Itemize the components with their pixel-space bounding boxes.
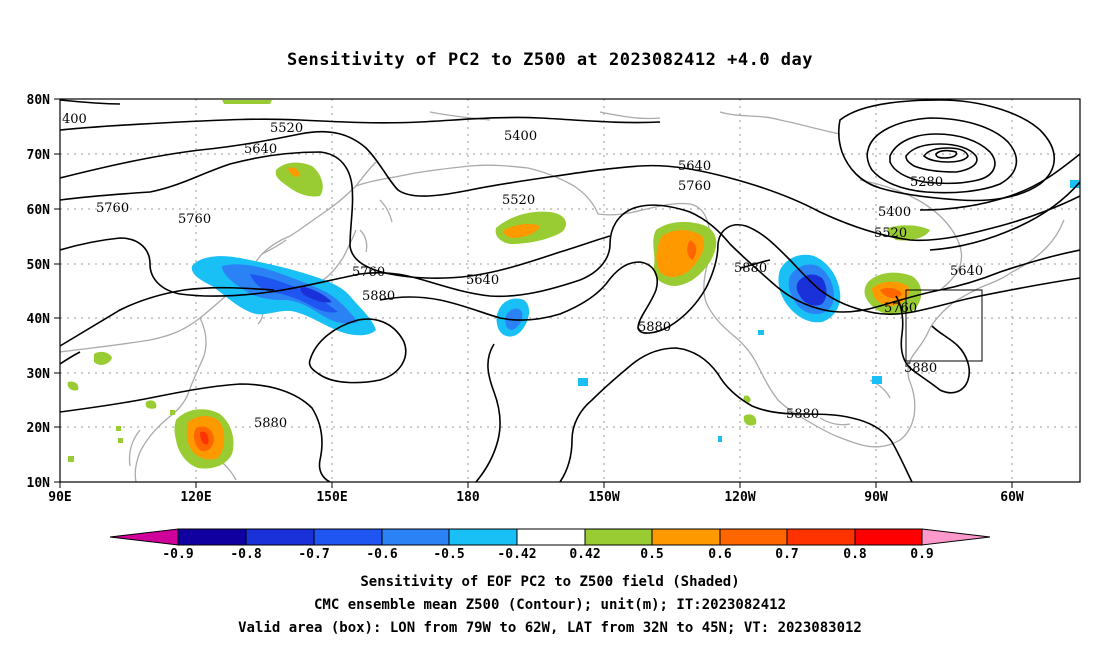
colorbar-label: 0.42	[569, 547, 600, 562]
contour-label: 5520	[270, 121, 303, 136]
lat-label: 50N	[27, 258, 51, 273]
contour-label: 5520	[502, 193, 535, 208]
lon-label: 90W	[864, 490, 888, 505]
contour-label: 5640	[244, 142, 277, 157]
colorbar: -0.9 -0.8 -0.7 -0.6 -0.5 -0.42 0.42 0.5 …	[109, 528, 991, 562]
contour-label: 5880	[734, 261, 767, 276]
lat-label: 10N	[27, 476, 51, 491]
contour-label: 5760	[352, 265, 385, 280]
z500-contours	[60, 99, 1080, 482]
lon-label: 150W	[588, 490, 619, 505]
colorbar-swatch	[381, 528, 450, 546]
lon-label: 120E	[180, 490, 211, 505]
contour-label: 5640	[950, 264, 983, 279]
contour-label: 5760	[678, 179, 711, 194]
longitude-labels: 90E 120E 150E 180 150W 120W 90W 60W	[48, 490, 1024, 505]
lon-label: 180	[456, 490, 480, 505]
colorbar-label: -0.5	[433, 547, 464, 562]
contour-label: 5880	[904, 361, 937, 376]
colorbar-label: 0.7	[775, 547, 798, 562]
colorbar-label: -0.6	[366, 547, 397, 562]
footer-line-2: CMC ensemble mean Z500 (Contour); unit(m…	[313, 597, 786, 613]
contour-label: 5400	[878, 205, 911, 220]
colorbar-swatch	[313, 528, 383, 546]
colorbar-label: -0.7	[298, 547, 329, 562]
colorbar-label: -0.42	[497, 547, 536, 562]
lat-label: 40N	[27, 312, 51, 327]
contour-label: 5760	[178, 212, 211, 227]
colorbar-label: 0.5	[640, 547, 663, 562]
colorbar-swatch	[177, 528, 247, 546]
lon-label: 90E	[48, 490, 71, 505]
lat-label: 60N	[27, 203, 51, 218]
colorbar-swatch	[516, 528, 586, 546]
contour-label: 5880	[638, 320, 671, 335]
axis-ticks	[54, 98, 1013, 488]
contour-label: 400	[62, 112, 87, 127]
contour-label: 5880	[786, 407, 819, 422]
lat-label: 20N	[27, 421, 51, 436]
lon-label: 120W	[724, 490, 755, 505]
contour-label: 5760	[884, 301, 917, 316]
colorbar-swatch	[245, 528, 315, 546]
footer-line-1: Sensitivity of EOF PC2 to Z500 field (Sh…	[360, 574, 740, 590]
lon-label: 150E	[316, 490, 347, 505]
valid-area-box	[905, 289, 983, 362]
colorbar-min-arrow	[109, 528, 179, 546]
latitude-labels: 80N 70N 60N 50N 40N 30N 20N 10N	[27, 93, 51, 491]
colorbar-label: -0.8	[230, 547, 261, 562]
colorbar-label: -0.9	[162, 547, 193, 562]
colorbar-swatch	[651, 528, 721, 546]
colorbar-max-arrow	[921, 528, 991, 546]
colorbar-label: 0.9	[910, 547, 933, 562]
colorbar-swatch	[854, 528, 923, 546]
colorbar-swatch	[786, 528, 856, 546]
colorbar-swatch	[719, 528, 788, 546]
contour-label: 5760	[96, 201, 129, 216]
positive-shading	[67, 100, 930, 469]
plot-frame	[59, 98, 1081, 483]
chart-title: Sensitivity of PC2 to Z500 at 2023082412…	[286, 50, 813, 70]
colorbar-label: 0.8	[843, 547, 867, 562]
colorbar-label: 0.6	[708, 547, 732, 562]
contour-label: 5640	[466, 273, 499, 288]
contour-label: 5640	[678, 159, 711, 174]
contour-label: 5280	[910, 175, 943, 190]
contour-label: 5880	[362, 289, 395, 304]
contour-label: 5520	[874, 226, 907, 241]
lat-label: 80N	[27, 93, 51, 108]
contour-label: 5400	[504, 129, 537, 144]
colorbar-swatch	[448, 528, 518, 546]
lat-label: 30N	[27, 367, 51, 382]
lon-label: 60W	[1000, 490, 1024, 505]
contour-labels: 400 5520 5640 5760 5760 5400 5520 5640 5…	[62, 112, 983, 431]
lat-label: 70N	[27, 148, 51, 163]
colorbar-swatch	[584, 528, 653, 546]
negative-shading	[191, 180, 1080, 442]
contour-label: 5880	[254, 416, 287, 431]
footer-line-3: Valid area (box): LON from 79W to 62W, L…	[238, 620, 862, 636]
